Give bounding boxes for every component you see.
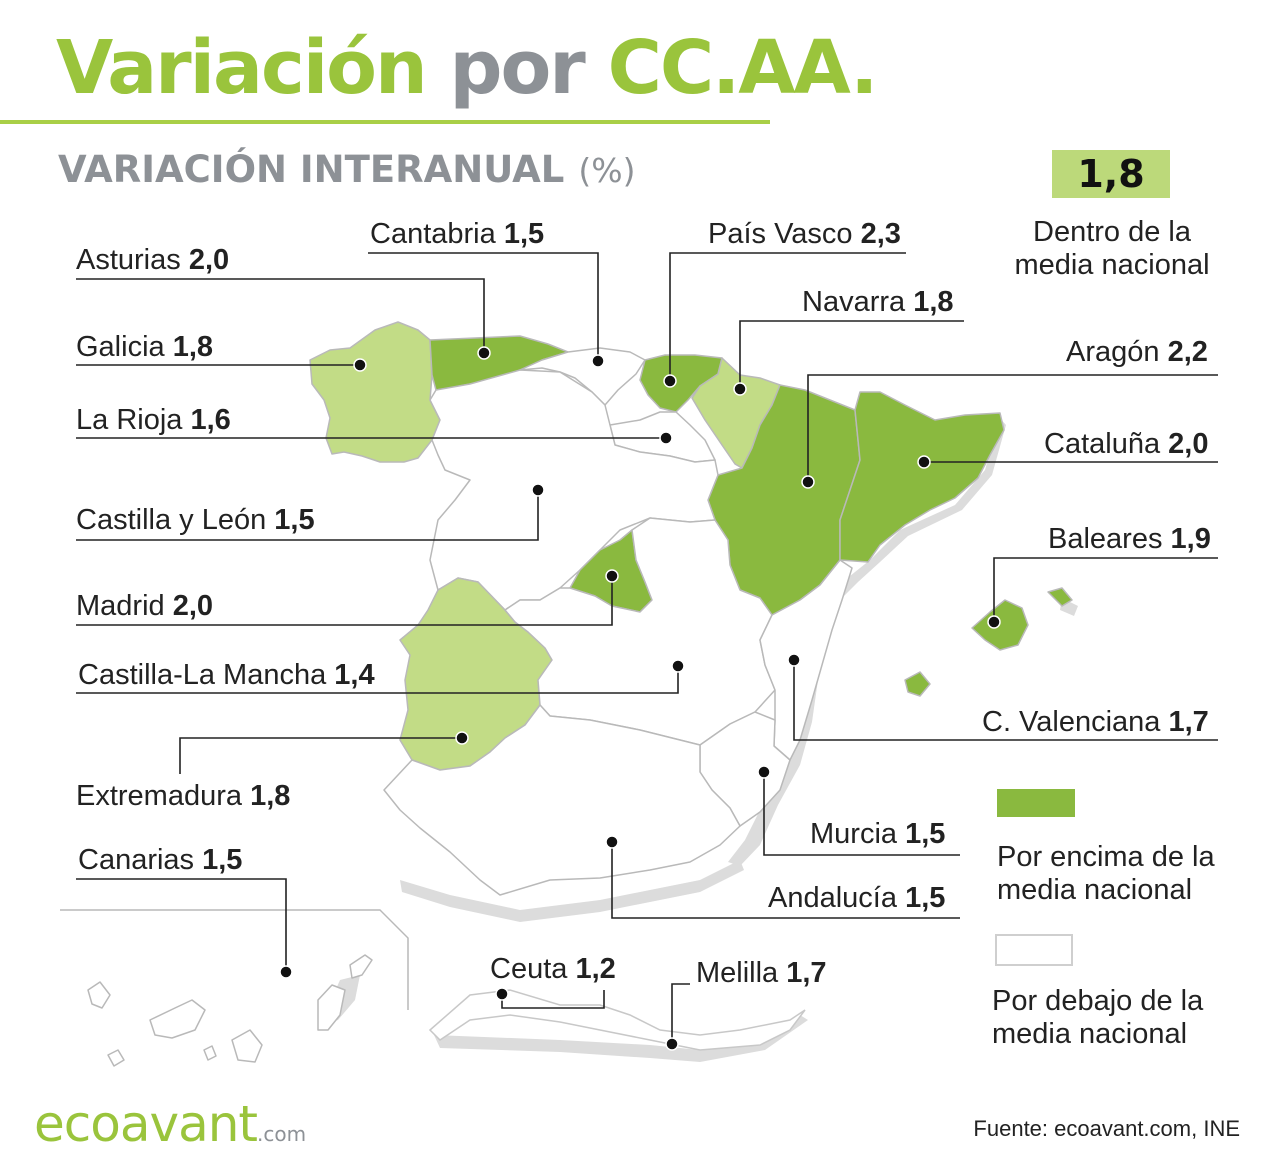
label-pais-vasco: País Vasco 2,3	[708, 218, 901, 250]
label-murcia: Murcia 1,5	[810, 818, 946, 850]
legend-above-text: Por encima de la media nacional	[997, 841, 1215, 906]
label-baleares: Baleares 1,9	[1048, 523, 1211, 555]
region-canarias-6[interactable]	[107, 1049, 125, 1067]
legend-below-swatch	[995, 934, 1073, 966]
marker-ceuta	[495, 987, 509, 1001]
label-canarias: Canarias 1,5	[78, 844, 243, 876]
legend-above-swatch	[997, 789, 1075, 817]
label-cataluna: Cataluña 2,0	[1044, 428, 1209, 460]
legend-below-text: Por debajo de la media nacional	[992, 985, 1204, 1050]
leader-line-andalucia	[611, 842, 960, 919]
label-castilla-la-mancha: Castilla-La Mancha 1,4	[78, 659, 375, 691]
leader-line-c-valenciana	[793, 660, 1218, 741]
marker-aragon	[801, 475, 815, 489]
title-part-1: Variación	[56, 25, 428, 111]
marker-pais-vasco	[663, 374, 677, 388]
national-average-value: 1,8	[1052, 150, 1170, 198]
label-andalucia: Andalucía 1,5	[768, 882, 946, 914]
region-markers	[279, 346, 1001, 1051]
marker-extremadura	[455, 731, 469, 745]
leader-line-castilla-leon	[76, 490, 539, 541]
leader-line-asturias	[76, 278, 485, 353]
marker-c-valenciana	[787, 653, 801, 667]
region-canarias-4[interactable]	[317, 984, 346, 1031]
title-underline	[0, 120, 770, 124]
label-navarra: Navarra 1,8	[802, 286, 954, 318]
label-leader-lines	[76, 252, 1218, 1044]
leader-line-ceuta	[501, 990, 605, 1009]
marker-castilla-leon	[531, 483, 545, 497]
region-cataluna[interactable]	[839, 391, 1005, 563]
label-galicia: Galicia 1,8	[76, 331, 214, 363]
source-note: Fuente: ecoavant.com, INE	[973, 1116, 1240, 1141]
marker-murcia	[757, 765, 771, 779]
leader-line-canarias	[76, 878, 287, 972]
region-baleares-menorca[interactable]	[1047, 587, 1073, 607]
region-canarias-5[interactable]	[349, 954, 373, 979]
leader-line-murcia	[763, 772, 960, 856]
ecoavant-logo[interactable]: ecoavant.com	[34, 1094, 306, 1164]
marker-cataluna	[917, 455, 931, 469]
region-andalucia[interactable]	[383, 704, 741, 896]
label-extremadura: Extremadura 1,8	[76, 780, 291, 812]
north-africa-coast	[428, 989, 806, 1051]
leader-line-cantabria	[368, 252, 599, 361]
region-pais-vasco[interactable]	[639, 354, 723, 413]
label-asturias: Asturias 2,0	[76, 244, 230, 276]
marker-la-rioja	[659, 431, 673, 445]
marker-asturias	[477, 346, 491, 360]
region-c-valenciana[interactable]	[759, 559, 853, 761]
marker-madrid	[605, 569, 619, 583]
marker-canarias	[279, 965, 293, 979]
page-title: Variación por CC.AA.	[56, 18, 879, 118]
leader-line-pais-vasco	[669, 252, 906, 381]
marker-navarra	[733, 382, 747, 396]
region-baleares-ibiza[interactable]	[904, 671, 931, 697]
label-madrid: Madrid 2,0	[76, 590, 214, 622]
title-part-3: CC.AA.	[607, 25, 879, 111]
label-ceuta: Ceuta 1,2	[490, 953, 616, 985]
label-cantabria: Cantabria 1,5	[370, 218, 545, 250]
label-melilla: Melilla 1,7	[696, 957, 827, 989]
leader-line-aragon	[807, 374, 1218, 482]
leader-line-extremadura	[179, 737, 462, 774]
label-castilla-leon: Castilla y León 1,5	[76, 504, 315, 536]
canarias-inset-frame	[60, 909, 409, 1010]
logo-name: ecoavant	[34, 1095, 258, 1153]
marker-cantabria	[591, 354, 605, 368]
subtitle: VARIACIÓN INTERANUAL (%)	[58, 148, 635, 191]
label-la-rioja: La Rioja 1,6	[76, 404, 231, 436]
logo-domain: .com	[257, 1122, 307, 1146]
marker-andalucia	[605, 835, 619, 849]
marker-galicia	[353, 358, 367, 372]
leader-line-madrid	[76, 576, 613, 626]
leader-line-navarra	[739, 320, 964, 389]
region-galicia[interactable]	[309, 321, 441, 463]
marker-melilla	[665, 1037, 679, 1051]
subtitle-text: VARIACIÓN INTERANUAL	[58, 148, 565, 191]
marker-castilla-la-mancha	[671, 659, 685, 673]
leader-line-melilla	[671, 983, 690, 1044]
label-c-valenciana: C. Valenciana 1,7	[982, 706, 1209, 738]
region-canarias-7[interactable]	[203, 1045, 217, 1061]
region-canarias-3[interactable]	[231, 1029, 263, 1063]
leader-line-baleares	[993, 557, 1218, 622]
label-aragon: Aragón 2,2	[1066, 336, 1208, 368]
title-part-2: por	[449, 25, 585, 111]
leader-line-castilla-la-mancha	[76, 666, 679, 694]
region-canarias-1[interactable]	[87, 981, 111, 1009]
national-average-caption: Dentro de la media nacional	[1014, 216, 1210, 281]
region-canarias-2[interactable]	[149, 999, 206, 1039]
subtitle-unit: (%)	[578, 151, 636, 190]
marker-baleares	[987, 615, 1001, 629]
